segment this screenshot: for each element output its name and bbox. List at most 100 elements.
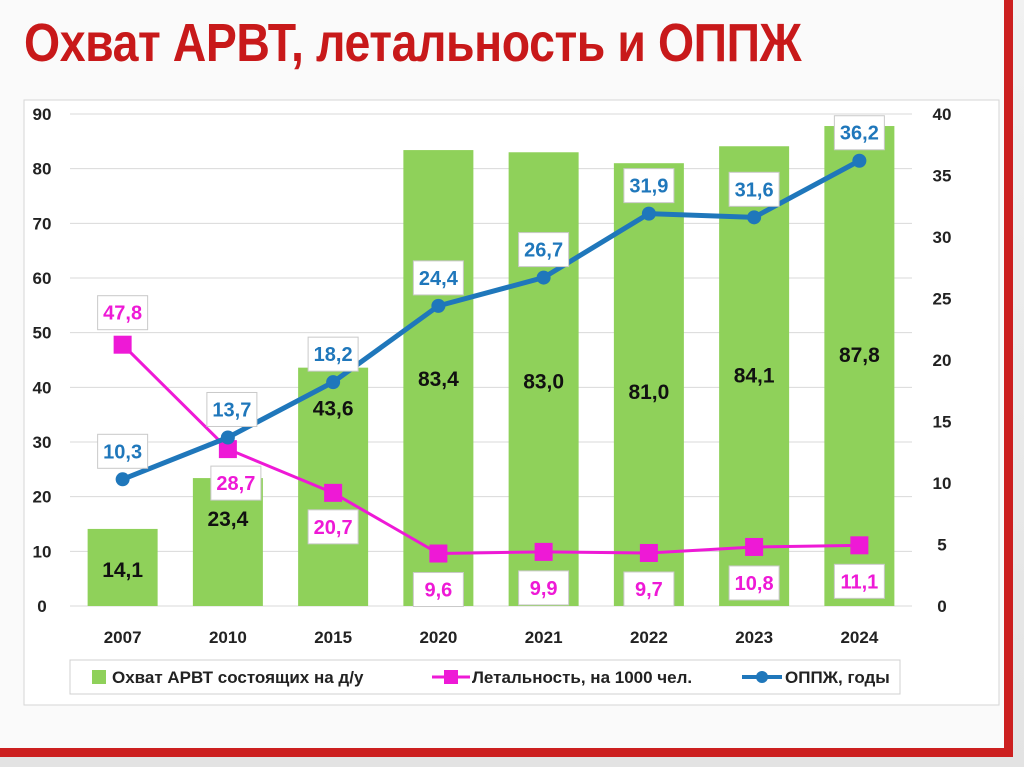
oppzh-value-label-box [518, 232, 570, 268]
lethality-value-label: 9,9 [530, 578, 558, 600]
y-left-tick-label: 80 [33, 160, 52, 179]
lethality-value-label-box [97, 295, 149, 331]
bar-value-label: 83,0 [523, 370, 564, 393]
oppzh-value-label-box [412, 260, 464, 296]
y-right-tick-label: 30 [933, 228, 952, 247]
lethality-value-label: 11,1 [840, 571, 878, 593]
y-right-tick-label: 25 [933, 290, 952, 309]
bar-value-label: 23,4 [207, 508, 248, 531]
x-tick-label: 2023 [735, 628, 773, 647]
oppzh-value-label: 10,3 [103, 441, 142, 463]
y-right-tick-label: 10 [933, 474, 952, 493]
oppzh-value-label: 31,6 [735, 179, 774, 201]
bar-value-label: 43,6 [313, 398, 354, 421]
oppzh-value-label: 24,4 [419, 268, 459, 290]
oppzh-value-label: 18,2 [314, 344, 353, 366]
oppzh-value-label: 13,7 [212, 399, 251, 421]
oppzh-marker [747, 210, 762, 225]
x-tick-label: 2007 [104, 628, 142, 647]
oppzh-value-label: 36,2 [840, 123, 879, 145]
x-tick-label: 2022 [630, 628, 668, 647]
oppzh-marker [536, 270, 551, 285]
y-right-tick-label: 15 [933, 413, 952, 432]
lethality-marker [745, 537, 764, 556]
combo-chart: 0 10 20 30 40 50 60 70 80 90 0 5 10 15 20 25 30 35 40 14,1 2… [23, 99, 1000, 706]
oppzh-value-label-box [97, 433, 149, 469]
bar-value-label: 14,1 [102, 559, 143, 582]
lethality-value-label-box [833, 563, 885, 599]
y-right-tick-label: 35 [933, 167, 952, 186]
lethality-marker [113, 335, 132, 354]
y-right-tick-label: 20 [933, 351, 952, 370]
legend-bar-swatch [92, 670, 106, 684]
y-left-tick-label: 0 [37, 597, 46, 616]
lethality-value-label: 9,6 [424, 580, 452, 602]
oppzh-value-label: 31,9 [629, 176, 668, 198]
lethality-value-label: 20,7 [314, 517, 353, 539]
page-title: Охват АРВТ, летальность и ОППЖ [24, 13, 802, 73]
lethality-value-label-box [210, 465, 262, 501]
y-right-tick-label: 5 [937, 536, 946, 555]
legend-oppzh-marker [756, 671, 768, 683]
lethality-marker [534, 542, 553, 561]
oppzh-line [121, 158, 861, 482]
lethality-value-label: 47,8 [103, 303, 142, 325]
oppzh-marker [115, 472, 130, 487]
y-left-tick-label: 40 [33, 378, 52, 397]
y-left-tick-label: 10 [33, 542, 52, 561]
x-tick-label: 2020 [419, 628, 457, 647]
legend-bar-label: Охват АРВТ состоящих на д/у [112, 668, 364, 687]
y-left-tick-label: 70 [33, 214, 52, 233]
y-right-tick-label: 0 [937, 597, 946, 616]
y-left-tick-label: 50 [33, 324, 52, 343]
x-tick-label: 2010 [209, 628, 247, 647]
lethality-marker [324, 483, 343, 502]
bar-value-label: 87,8 [839, 344, 880, 367]
y-left-tick-label: 90 [33, 105, 52, 124]
lethality-value-label-box [728, 565, 780, 601]
legend-lethality-marker [444, 670, 458, 684]
lethality-marker [218, 440, 237, 459]
lethality-value-label-box [412, 572, 464, 608]
bar [508, 152, 579, 606]
lethality-value-label-box [518, 570, 570, 606]
oppzh-marker [220, 430, 235, 445]
legend-lethality-label: Летальность, на 1000 чел. [472, 668, 692, 687]
x-tick-label: 2015 [314, 628, 352, 647]
oppzh-marker [326, 375, 341, 390]
y-left-tick-label: 20 [33, 488, 52, 507]
y-right-tick-label: 40 [933, 105, 952, 124]
bar-value-label: 83,4 [418, 368, 459, 391]
oppzh-marker [641, 206, 656, 221]
lethality-marker [850, 536, 869, 555]
slide-border-bottom [0, 748, 1013, 757]
oppzh-value-label: 26,7 [524, 240, 563, 262]
lethality-marker [429, 544, 448, 563]
bar [613, 163, 684, 606]
oppzh-value-label-box [206, 391, 258, 427]
oppzh-value-label-box [623, 168, 675, 204]
lethality-value-label-box [623, 571, 675, 607]
oppzh-value-label-box [833, 115, 885, 151]
oppzh-marker [431, 298, 446, 313]
oppzh-value-label-box [307, 336, 359, 372]
lethality-value-label: 10,8 [735, 573, 774, 595]
y-left-tick-label: 60 [33, 269, 52, 288]
x-tick-label: 2021 [525, 628, 563, 647]
bar [403, 150, 474, 606]
bar-value-label: 84,1 [734, 364, 775, 387]
bar-value-label: 81,0 [628, 381, 669, 404]
bar [87, 528, 158, 606]
oppzh-value-label-box [728, 171, 780, 207]
lethality-line [121, 343, 860, 556]
y-left-tick-label: 30 [33, 433, 52, 452]
lethality-marker [639, 543, 658, 562]
slide-border-right [1004, 0, 1013, 757]
bar [824, 126, 895, 606]
lethality-value-label: 9,7 [635, 579, 663, 601]
lethality-value-label-box [307, 509, 359, 545]
x-tick-label: 2024 [840, 628, 878, 647]
lethality-value-label: 28,7 [216, 473, 255, 495]
legend-oppzh-label: ОППЖ, годы [785, 668, 890, 687]
oppzh-marker [852, 153, 867, 168]
